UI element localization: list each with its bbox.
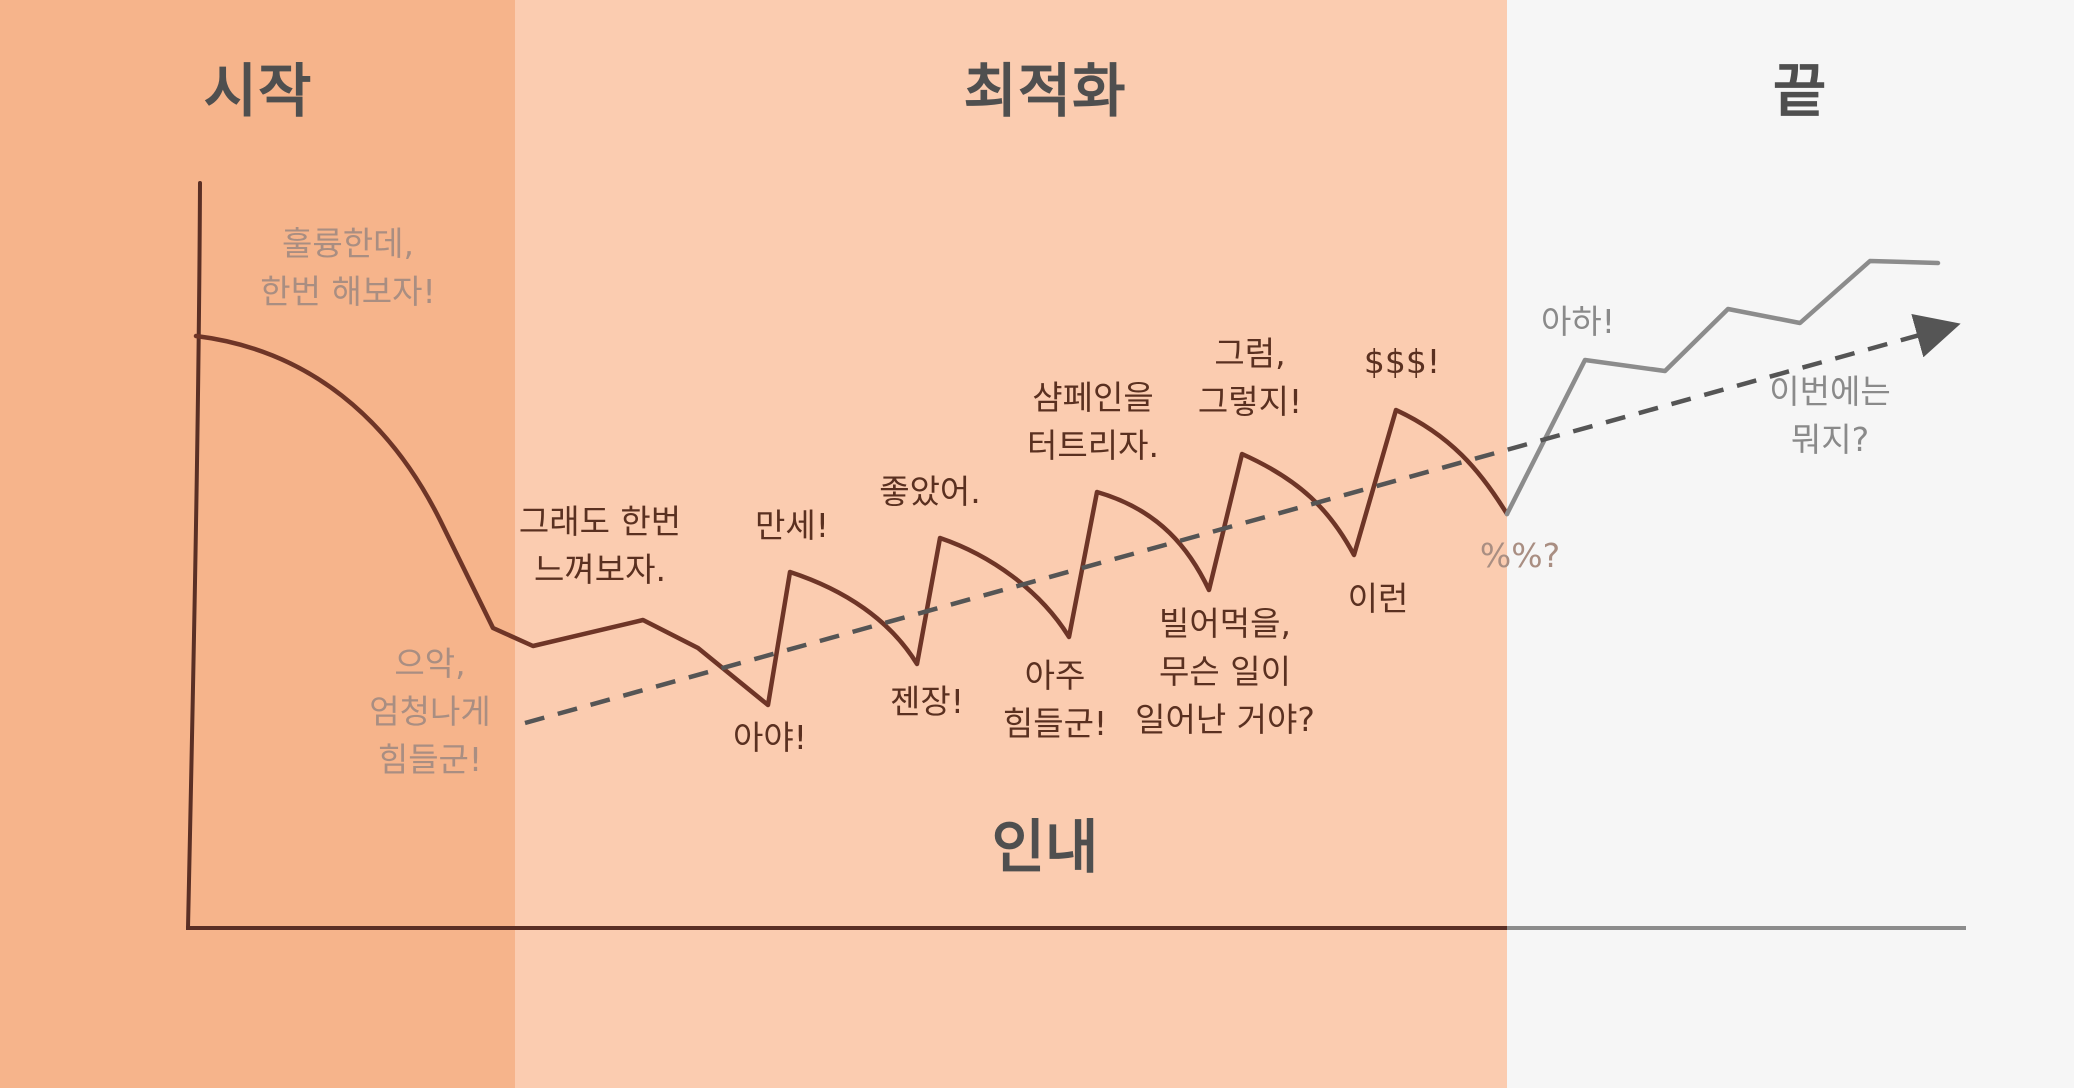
annotation-percent: %%? xyxy=(1479,536,1561,575)
annotation-aha: 아하! xyxy=(1541,302,1615,341)
trend-arrow xyxy=(524,313,1961,726)
section-title-start: 시작 xyxy=(203,57,313,125)
start-zone xyxy=(0,0,515,1088)
optimize-zone xyxy=(515,0,1507,1088)
annotation-oh-no: 이런 xyxy=(1347,579,1409,618)
y-axis xyxy=(186,181,202,930)
annotation-feel-once: 그래도 한번 느껴보자. xyxy=(518,502,682,589)
annotation-of-course: 그럼, 그렇지! xyxy=(1197,334,1303,421)
annotation-good: 좋았어. xyxy=(879,472,981,511)
journey-curve-end xyxy=(1504,258,1941,517)
annotation-what-now: 이번에는 뭐지? xyxy=(1769,372,1891,459)
annotation-ugh-hard: 으악, 엄청나게 힘들군! xyxy=(369,644,491,779)
annotation-money: $$$! xyxy=(1363,342,1441,381)
annotation-champagne: 샴페인을 터트리자. xyxy=(1027,378,1159,465)
annotation-damn: 젠장! xyxy=(890,682,964,721)
annotation-hooray: 만세! xyxy=(755,506,829,545)
section-title-patience: 인내 xyxy=(991,813,1099,881)
annotation-great-try: 훌륭한데, 한번 해보자! xyxy=(260,224,436,311)
annotation-ouch: 아야! xyxy=(733,718,807,757)
end-zone xyxy=(1507,0,2074,1088)
section-title-optimize: 최적화 xyxy=(963,57,1127,125)
section-title-end: 끝 xyxy=(1772,57,1828,125)
annotation-darn-what: 빌어먹을, 무슨 일이 일어난 거야? xyxy=(1135,604,1315,739)
journey-curve xyxy=(193,333,1510,708)
annotation-very-hard: 아주 힘들군! xyxy=(1002,656,1108,743)
